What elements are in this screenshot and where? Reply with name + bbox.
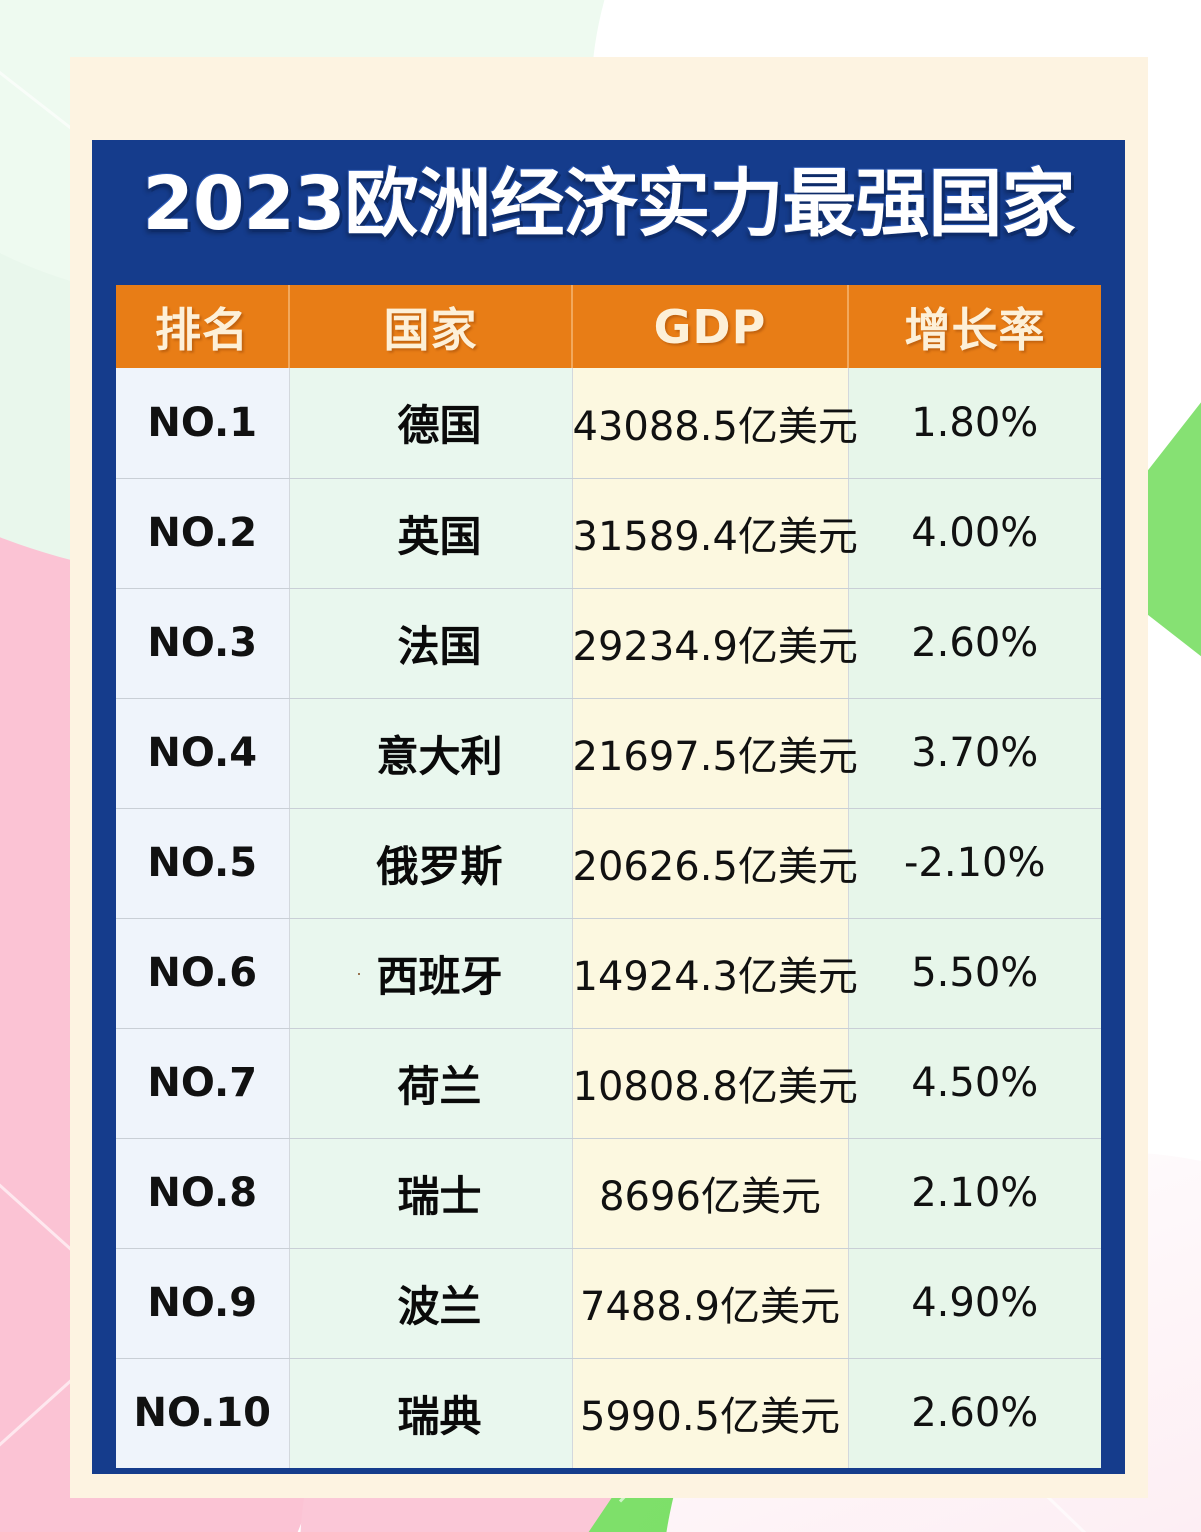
cell-gdp: 21697.5亿美元 — [572, 698, 858, 809]
table-row: NO.2 英国 31589.4亿美元 4.00% — [116, 478, 1101, 589]
column-header-growth: 增长率 — [848, 285, 1101, 368]
cell-country: 西班牙 — [289, 918, 573, 1029]
cell-gdp: 10808.8亿美元 — [572, 1028, 858, 1139]
table-row: NO.9 波兰 7488.9亿美元 4.90% — [116, 1248, 1101, 1359]
cell-gdp: 43088.5亿美元 — [572, 368, 858, 479]
cell-rank: NO.9 — [116, 1248, 290, 1359]
country-name: 德国 — [397, 401, 482, 451]
cell-growth: 1.80% — [848, 368, 1101, 479]
cell-rank: NO.10 — [116, 1358, 290, 1468]
cell-rank: NO.5 — [116, 808, 290, 919]
cell-country: 意大利 — [289, 698, 573, 809]
cell-growth: 2.60% — [848, 1358, 1101, 1468]
cell-rank: NO.4 — [116, 698, 290, 809]
column-header-country: 国家 — [289, 285, 573, 368]
ranking-panel: 2023欧洲经济实力最强国家 排名 国家 GDP 增长率 NO.1 德国 43088… — [92, 140, 1125, 1474]
country-name: 意大利 — [376, 731, 503, 781]
cell-gdp: 7488.9亿美元 — [572, 1248, 849, 1359]
table-body: NO.1 德国 43088.5亿美元 1.80% NO.2 英国 31589.4亿美元 4.0… — [116, 368, 1101, 1468]
country-name: 瑞典 — [397, 1391, 482, 1441]
country-name: 西班牙 — [376, 951, 503, 1001]
country-name: 法国 — [397, 621, 482, 671]
cell-growth: 4.50% — [848, 1028, 1101, 1139]
cell-country: 波兰 — [289, 1248, 573, 1359]
country-name: 俄罗斯 — [376, 841, 503, 891]
table-row: NO.1 德国 43088.5亿美元 1.80% — [116, 368, 1101, 479]
cell-growth: -2.10% — [848, 808, 1101, 919]
country-name: 瑞士 — [397, 1171, 482, 1221]
column-header-rank: 排名 — [116, 285, 290, 368]
table-row: NO.4 意大利 21697.5亿美元 3.70% — [116, 698, 1101, 809]
cell-gdp: 8696亿美元 — [572, 1138, 849, 1249]
cell-country: 德国 — [289, 368, 573, 479]
cell-country: 法国 — [289, 588, 573, 699]
table-row: NO.10 瑞典 5990.5亿美元 2.60% — [116, 1358, 1101, 1468]
page-title: 2023欧洲经济实力最强国家 — [142, 161, 1076, 247]
cell-country: 英国 — [289, 478, 573, 589]
cell-gdp: 20626.5亿美元 — [572, 808, 858, 919]
cell-country: 瑞士 — [289, 1138, 573, 1249]
cell-growth: 4.00% — [848, 478, 1101, 589]
table-row: NO.6 西班牙 14924.3亿美元 5.50% — [116, 918, 1101, 1029]
table-row: NO.3 法国 29234.9亿美元 2.60% — [116, 588, 1101, 699]
country-name: 荷兰 — [397, 1061, 482, 1111]
column-header-gdp: GDP — [572, 285, 849, 368]
country-name: 波兰 — [397, 1281, 482, 1331]
cell-gdp: 14924.3亿美元 — [572, 918, 858, 1029]
cell-growth: 2.60% — [848, 588, 1101, 699]
table-row: NO.5 俄罗斯 20626.5亿美元 -2.10% — [116, 808, 1101, 919]
cell-growth: 5.50% — [848, 918, 1101, 1029]
cell-rank: NO.2 — [116, 478, 290, 589]
cell-country: 俄罗斯 — [289, 808, 573, 919]
table-row: NO.7 荷兰 10808.8亿美元 4.50% — [116, 1028, 1101, 1139]
table-header-row: 排名 国家 GDP 增长率 — [116, 285, 1101, 368]
cell-rank: NO.7 — [116, 1028, 290, 1139]
cell-country: 荷兰 — [289, 1028, 573, 1139]
cell-gdp: 29234.9亿美元 — [572, 588, 858, 699]
cell-gdp: 31589.4亿美元 — [572, 478, 858, 589]
cell-rank: NO.3 — [116, 588, 290, 699]
cell-rank: NO.8 — [116, 1138, 290, 1249]
cell-rank: NO.6 — [116, 918, 290, 1029]
cell-gdp: 5990.5亿美元 — [572, 1358, 849, 1468]
cell-growth: 4.90% — [848, 1248, 1101, 1359]
cell-growth: 2.10% — [848, 1138, 1101, 1249]
table-row: NO.8 瑞士 8696亿美元 2.10% — [116, 1138, 1101, 1249]
cell-growth: 3.70% — [848, 698, 1101, 809]
cell-rank: NO.1 — [116, 368, 290, 479]
ranking-table: 排名 国家 GDP 增长率 NO.1 德国 43088.5亿美元 1.80% NO.2 英… — [116, 285, 1101, 1468]
cell-country: 瑞典 — [289, 1358, 573, 1468]
country-name: 英国 — [397, 511, 482, 561]
